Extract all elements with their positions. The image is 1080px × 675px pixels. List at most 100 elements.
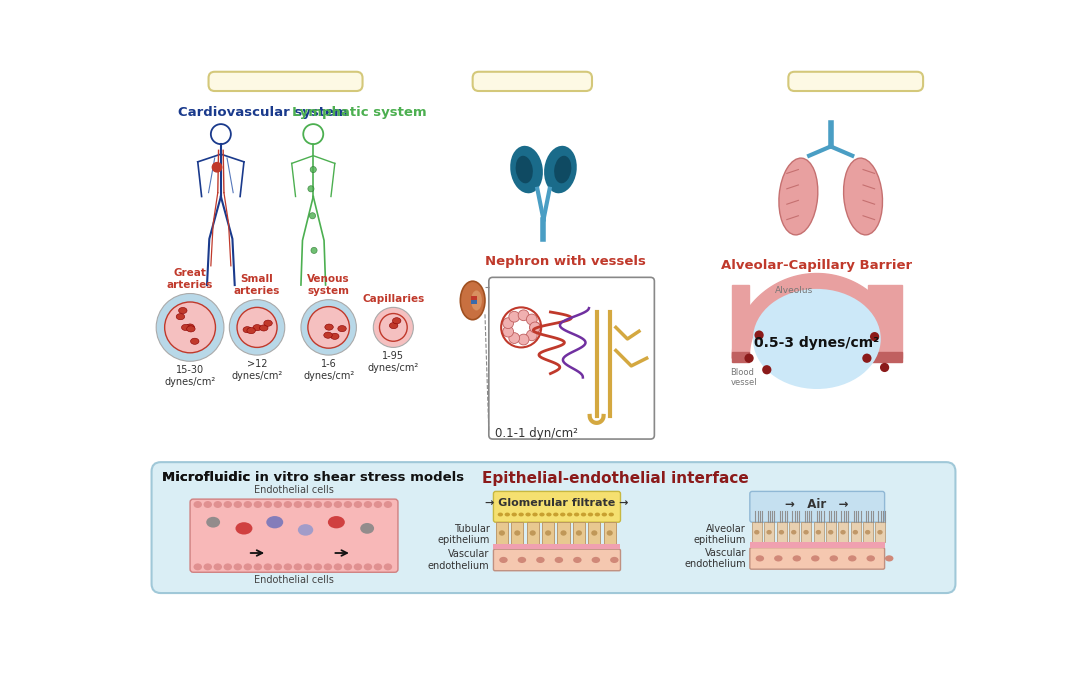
Circle shape bbox=[308, 186, 314, 192]
Bar bbox=[589, 522, 600, 544]
Ellipse shape bbox=[390, 323, 397, 329]
Text: Microfluidic in vitro shear stress models: Microfluidic in vitro shear stress model… bbox=[162, 471, 464, 485]
Ellipse shape bbox=[328, 516, 345, 529]
Ellipse shape bbox=[383, 564, 392, 570]
Text: >12
dynes/cm²: >12 dynes/cm² bbox=[231, 359, 283, 381]
Ellipse shape bbox=[294, 564, 302, 570]
Circle shape bbox=[212, 162, 222, 173]
Ellipse shape bbox=[325, 324, 334, 330]
Ellipse shape bbox=[510, 146, 543, 193]
Ellipse shape bbox=[203, 501, 212, 508]
Ellipse shape bbox=[561, 531, 567, 536]
Circle shape bbox=[518, 334, 529, 345]
Ellipse shape bbox=[573, 512, 579, 516]
Text: 0.1-1 dyn/cm²: 0.1-1 dyn/cm² bbox=[495, 427, 578, 441]
Circle shape bbox=[744, 354, 754, 363]
Ellipse shape bbox=[224, 501, 232, 508]
Polygon shape bbox=[867, 285, 902, 358]
Circle shape bbox=[229, 300, 285, 355]
Bar bbox=[471, 296, 477, 300]
Ellipse shape bbox=[498, 512, 503, 516]
Ellipse shape bbox=[284, 564, 292, 570]
Ellipse shape bbox=[544, 146, 577, 193]
Ellipse shape bbox=[514, 531, 521, 536]
Ellipse shape bbox=[313, 501, 322, 508]
Ellipse shape bbox=[602, 512, 607, 516]
Text: → Glomerular filtrate →: → Glomerular filtrate → bbox=[485, 497, 629, 508]
Circle shape bbox=[755, 331, 764, 340]
Bar bbox=[789, 522, 799, 542]
Circle shape bbox=[379, 314, 407, 342]
Ellipse shape bbox=[536, 557, 544, 563]
Ellipse shape bbox=[591, 531, 597, 536]
Ellipse shape bbox=[774, 556, 783, 562]
Ellipse shape bbox=[264, 320, 272, 326]
Ellipse shape bbox=[284, 501, 292, 508]
Ellipse shape bbox=[294, 501, 302, 508]
Ellipse shape bbox=[504, 512, 510, 516]
Circle shape bbox=[301, 300, 356, 355]
Bar bbox=[752, 522, 762, 542]
Ellipse shape bbox=[224, 564, 232, 570]
Ellipse shape bbox=[865, 530, 870, 535]
Ellipse shape bbox=[753, 289, 881, 389]
Bar bbox=[838, 522, 849, 542]
Ellipse shape bbox=[273, 501, 282, 508]
Ellipse shape bbox=[334, 501, 342, 508]
Circle shape bbox=[157, 294, 224, 361]
Ellipse shape bbox=[187, 326, 195, 332]
Circle shape bbox=[311, 247, 318, 254]
Bar bbox=[801, 522, 811, 542]
FancyBboxPatch shape bbox=[494, 549, 621, 571]
Text: Tubular
epithelium: Tubular epithelium bbox=[437, 524, 489, 545]
Circle shape bbox=[374, 307, 414, 348]
Circle shape bbox=[529, 322, 540, 333]
Text: 0.5-3 dynes/cm²: 0.5-3 dynes/cm² bbox=[754, 335, 879, 350]
Ellipse shape bbox=[214, 501, 222, 508]
Ellipse shape bbox=[512, 512, 517, 516]
FancyBboxPatch shape bbox=[489, 277, 654, 439]
Ellipse shape bbox=[828, 530, 834, 535]
Text: Venous
system: Venous system bbox=[308, 274, 350, 296]
Circle shape bbox=[862, 354, 872, 363]
Bar bbox=[863, 522, 873, 542]
Text: Blood
vessel: Blood vessel bbox=[730, 368, 757, 387]
Ellipse shape bbox=[779, 158, 818, 235]
Circle shape bbox=[518, 310, 529, 321]
Ellipse shape bbox=[235, 522, 253, 535]
Ellipse shape bbox=[561, 512, 566, 516]
Ellipse shape bbox=[264, 564, 272, 570]
Circle shape bbox=[503, 326, 513, 337]
Circle shape bbox=[526, 330, 537, 341]
Ellipse shape bbox=[767, 530, 772, 535]
Ellipse shape bbox=[254, 564, 262, 570]
Ellipse shape bbox=[471, 290, 482, 310]
Circle shape bbox=[310, 167, 316, 173]
FancyBboxPatch shape bbox=[473, 72, 592, 91]
Ellipse shape bbox=[793, 556, 801, 562]
Bar bbox=[494, 544, 621, 549]
Ellipse shape bbox=[374, 564, 382, 570]
Ellipse shape bbox=[203, 564, 212, 570]
Text: →   Air   →: → Air → bbox=[785, 497, 849, 510]
Text: Alveolar-Capillary Barrier: Alveolar-Capillary Barrier bbox=[721, 259, 913, 272]
Text: Endothelial cells: Endothelial cells bbox=[254, 485, 334, 495]
Ellipse shape bbox=[190, 338, 199, 344]
Ellipse shape bbox=[233, 564, 242, 570]
Ellipse shape bbox=[588, 512, 593, 516]
Bar bbox=[826, 522, 836, 542]
Text: Nephron with vessels: Nephron with vessels bbox=[485, 255, 646, 268]
Circle shape bbox=[503, 318, 513, 329]
Ellipse shape bbox=[553, 512, 558, 516]
Circle shape bbox=[509, 333, 519, 344]
Ellipse shape bbox=[206, 517, 220, 528]
Ellipse shape bbox=[877, 530, 882, 535]
Ellipse shape bbox=[233, 501, 242, 508]
Text: Great
arteries: Great arteries bbox=[167, 268, 213, 290]
FancyBboxPatch shape bbox=[190, 499, 397, 572]
Ellipse shape bbox=[567, 512, 572, 516]
FancyBboxPatch shape bbox=[208, 72, 363, 91]
Text: 15-30
dynes/cm²: 15-30 dynes/cm² bbox=[164, 365, 216, 387]
Ellipse shape bbox=[330, 333, 339, 340]
Ellipse shape bbox=[253, 325, 261, 331]
